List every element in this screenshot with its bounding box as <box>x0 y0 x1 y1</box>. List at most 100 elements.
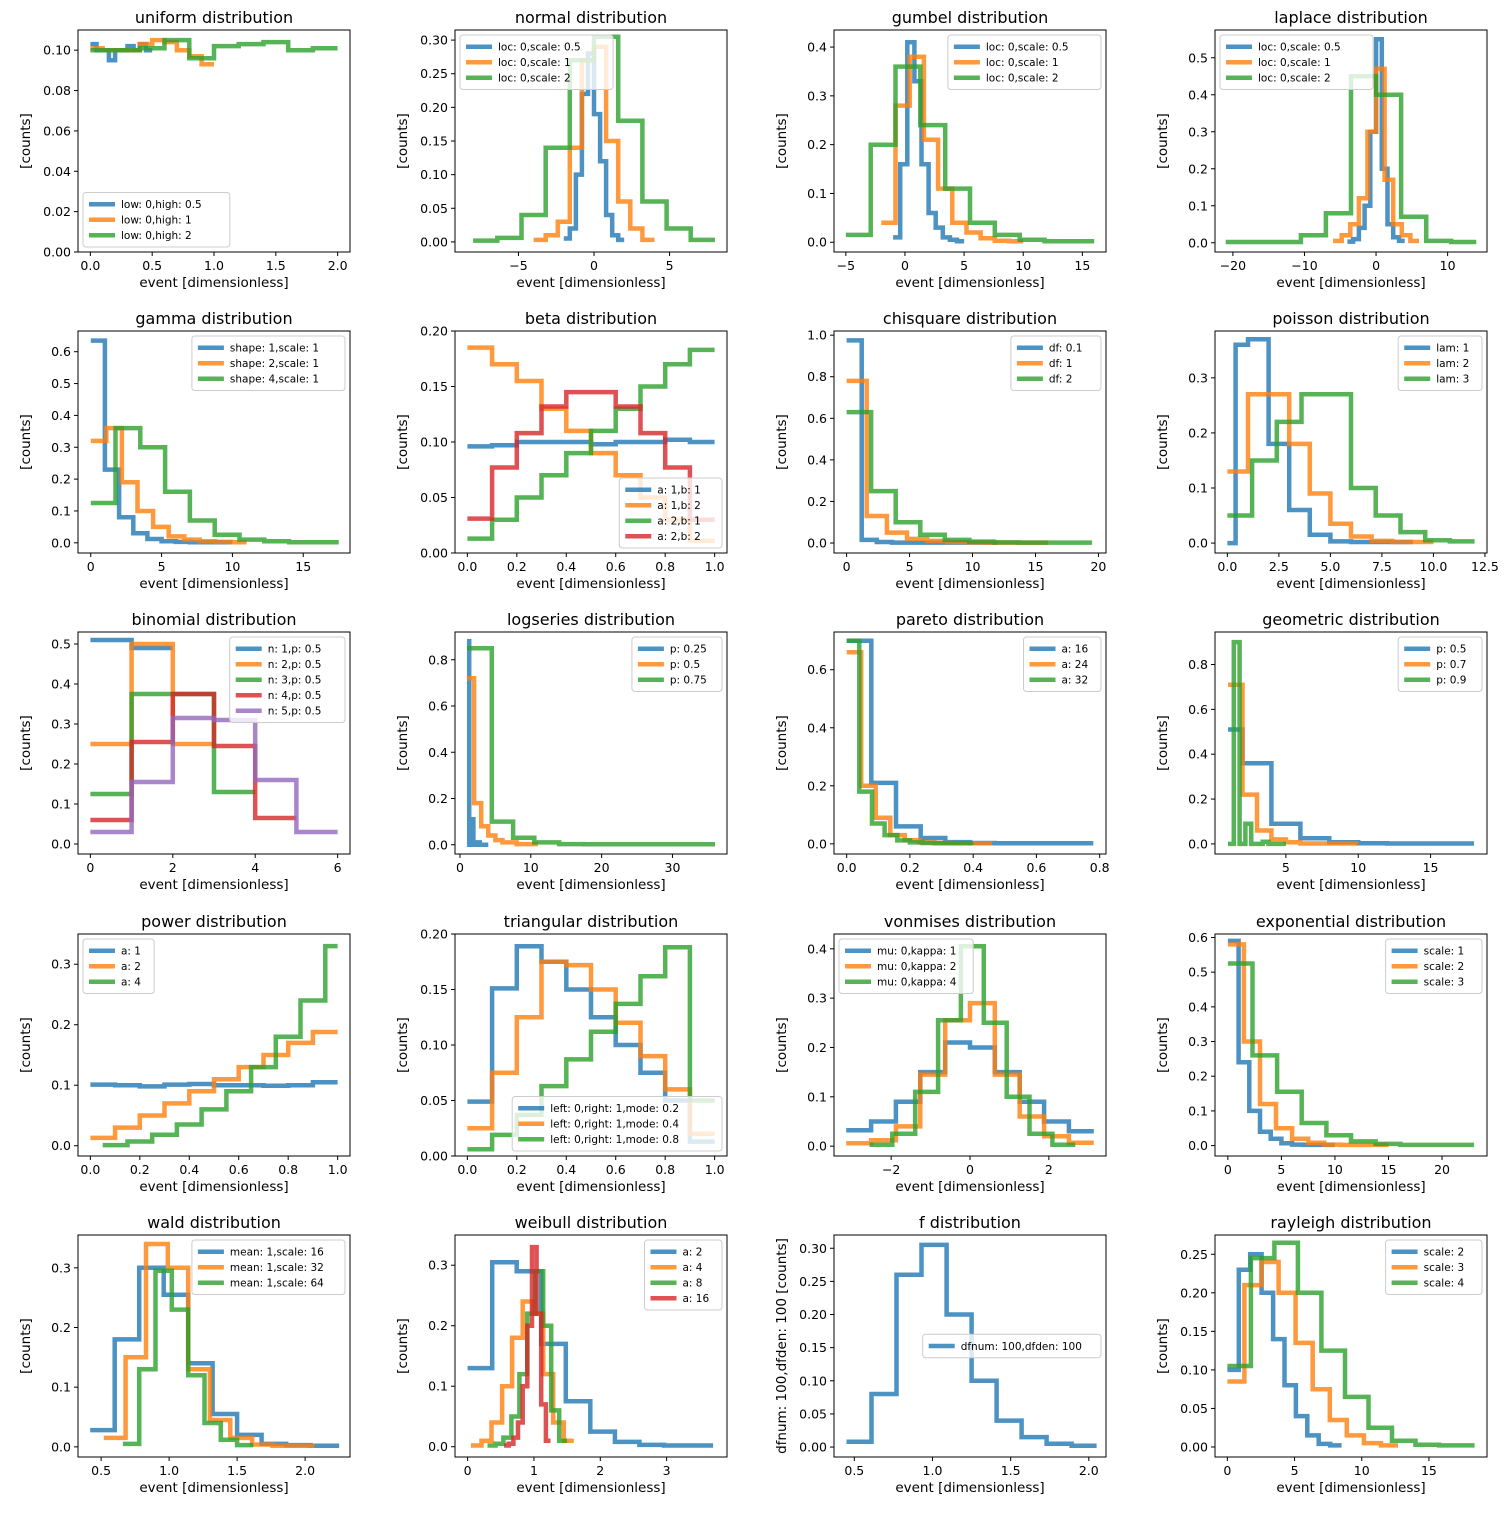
legend-entry: a: 4 <box>121 977 141 989</box>
y-tick-label: 0.0 <box>1188 235 1208 250</box>
legend-entry: a: 2,b: 2 <box>657 531 701 543</box>
x-tick-label: −10 <box>1291 258 1317 273</box>
legend-box <box>191 1239 346 1295</box>
legend-entry: lam: 3 <box>1436 374 1469 386</box>
y-tick-label: 0.2 <box>428 791 448 806</box>
y-tick-label: 0.0 <box>1188 536 1208 551</box>
legend-entry: df: 2 <box>1049 374 1073 386</box>
y-tick-label: 0.8 <box>428 652 448 667</box>
legend: p: 0.5 p: 0.7 p: 0.9 <box>1397 636 1483 692</box>
x-tick-label: 2.0 <box>328 258 348 273</box>
series-line-shape-4-scale-1 <box>90 425 339 545</box>
legend-entry: p: 0.5 <box>1436 644 1466 656</box>
x-tick-label: 0.2 <box>900 860 920 875</box>
legend-entry: a: 1,b: 1 <box>657 485 701 497</box>
series-line-a-32 <box>846 638 974 846</box>
series-line-a-2 <box>467 1259 714 1448</box>
legend-entry: lam: 1 <box>1436 343 1469 355</box>
axes-frame <box>77 330 351 554</box>
legend-entry: a: 32 <box>1062 675 1089 687</box>
legend: a: 16 a: 24 a: 32 <box>1023 636 1102 692</box>
x-tick-label: 0.5 <box>142 258 162 273</box>
y-axis-label: [counts] <box>1155 1318 1171 1374</box>
x-axis-label: event [dimensionless] <box>895 275 1044 291</box>
y-tick-label: 0.10 <box>420 1038 448 1053</box>
x-tick-label: 0.4 <box>556 1162 576 1177</box>
legend-entry: scale: 2 <box>1424 961 1465 973</box>
legend-entry: n: 5,p: 0.5 <box>268 706 322 718</box>
panel-uniform-distribution: 0.0 0.5 1.0 1.5 2.0 0.00 0.02 0.04 0.06 0.08 0.10 u… <box>18 8 351 291</box>
legend-entry: a: 4 <box>683 1262 703 1274</box>
y-tick-label: 0.0 <box>428 1439 448 1454</box>
y-tick-label: 0.08 <box>43 83 71 98</box>
series-line-mu-0-kappa-1 <box>846 1040 1094 1134</box>
y-tick-label: 0.0 <box>51 1439 71 1454</box>
panel-wald-distribution: 0.5 1.0 1.5 2.0 0.0 0.1 0.2 0.3 wald distributio… <box>18 1213 351 1496</box>
x-axis-label: event [dimensionless] <box>895 576 1044 592</box>
x-tick-label: 5 <box>1277 1162 1285 1177</box>
legend-entry: dfnum: 100,dfden: 100 <box>961 1341 1082 1353</box>
y-tick-label: 0.20 <box>1180 1285 1208 1300</box>
legend: a: 2 a: 4 a: 8 a: 16 <box>644 1239 723 1311</box>
x-axis-label: event [dimensionless] <box>139 1480 288 1496</box>
legend-entry: mu: 0,kappa: 1 <box>877 946 956 958</box>
y-tick-label: 0.10 <box>799 1373 827 1388</box>
y-tick-label: 0.10 <box>1180 1362 1208 1377</box>
x-tick-label: 10 <box>965 559 981 574</box>
y-tick-label: 0.00 <box>1180 1439 1208 1454</box>
x-axis-label: event [dimensionless] <box>1276 1179 1425 1195</box>
panel-logseries-distribution: 0 10 20 30 0.0 0.2 0.4 0.6 0.8 logseries distribu… <box>395 610 728 893</box>
legend-entry: shape: 4,scale: 1 <box>230 374 319 386</box>
chart-title: chisquare distribution <box>883 309 1057 328</box>
legend: mean: 1,scale: 16 mean: 1,scale: 32 mean: … <box>191 1239 346 1295</box>
y-tick-label: 0.25 <box>420 66 448 81</box>
x-tick-label: 1.0 <box>705 559 725 574</box>
chart-title: gumbel distribution <box>892 8 1049 27</box>
legend-entry: p: 0.7 <box>1436 659 1466 671</box>
y-tick-label: 0.20 <box>420 324 448 339</box>
x-tick-label: 10 <box>1440 258 1456 273</box>
x-axis-label: event [dimensionless] <box>895 877 1044 893</box>
y-tick-label: 0.4 <box>807 40 827 55</box>
legend: n: 1,p: 0.5 n: 2,p: 0.5 n: 3,p: 0.5 n: 4,p:… <box>229 636 346 723</box>
legend-entry: loc: 0,scale: 1 <box>1258 57 1331 69</box>
y-tick-label: 0.1 <box>51 1380 71 1395</box>
y-tick-label: 0.1 <box>807 1089 827 1104</box>
x-tick-label: 0.2 <box>507 559 527 574</box>
y-tick-label: 0.2 <box>51 472 71 487</box>
y-tick-label: 0.20 <box>799 1307 827 1322</box>
legend: lam: 1 lam: 2 lam: 3 <box>1397 335 1483 391</box>
panel-poisson-distribution: 0.0 2.5 5.0 7.5 10.0 12.5 0.0 0.1 0.2 0.3 poisson … <box>1155 309 1499 592</box>
axes-frame <box>454 631 728 855</box>
series-line-loc-0-scale-2 <box>1225 73 1477 245</box>
x-tick-label: 0 <box>87 559 95 574</box>
series-line-a-2-b-2 <box>467 389 715 522</box>
y-tick-label: 0.2 <box>51 757 71 772</box>
y-tick-label: 0.8 <box>807 369 827 384</box>
y-tick-label: 0.05 <box>799 1406 827 1421</box>
x-axis-label: event [dimensionless] <box>895 1480 1044 1496</box>
x-tick-label: 0.6 <box>606 559 626 574</box>
x-axis-label: event [dimensionless] <box>1276 576 1425 592</box>
y-tick-label: 0.2 <box>1188 425 1208 440</box>
x-axis-label: event [dimensionless] <box>1276 877 1425 893</box>
y-tick-label: 0.10 <box>43 43 71 58</box>
y-tick-label: 0.15 <box>420 134 448 149</box>
axes-frame <box>77 933 351 1157</box>
legend-entry: scale: 2 <box>1424 1247 1465 1259</box>
x-axis-label: event [dimensionless] <box>1276 1480 1425 1496</box>
x-tick-label: 1.5 <box>1001 1463 1021 1478</box>
x-tick-label: 5 <box>1282 860 1290 875</box>
x-tick-label: 15 <box>1381 1162 1397 1177</box>
y-tick-label: 0.00 <box>799 1440 827 1455</box>
legend-entry: n: 2,p: 0.5 <box>268 659 322 671</box>
x-tick-label: 10 <box>523 860 539 875</box>
y-tick-label: 0.30 <box>420 33 448 48</box>
x-tick-label: 0.0 <box>837 860 857 875</box>
x-tick-label: 1 <box>530 1463 538 1478</box>
panel-weibull-distribution: 0 1 2 3 0.0 0.1 0.2 0.3 weibull distribution even… <box>395 1213 728 1496</box>
axes-frame <box>833 1234 1107 1458</box>
series-line-scale-2 <box>1227 942 1389 1148</box>
y-tick-label: 0.3 <box>51 957 71 972</box>
